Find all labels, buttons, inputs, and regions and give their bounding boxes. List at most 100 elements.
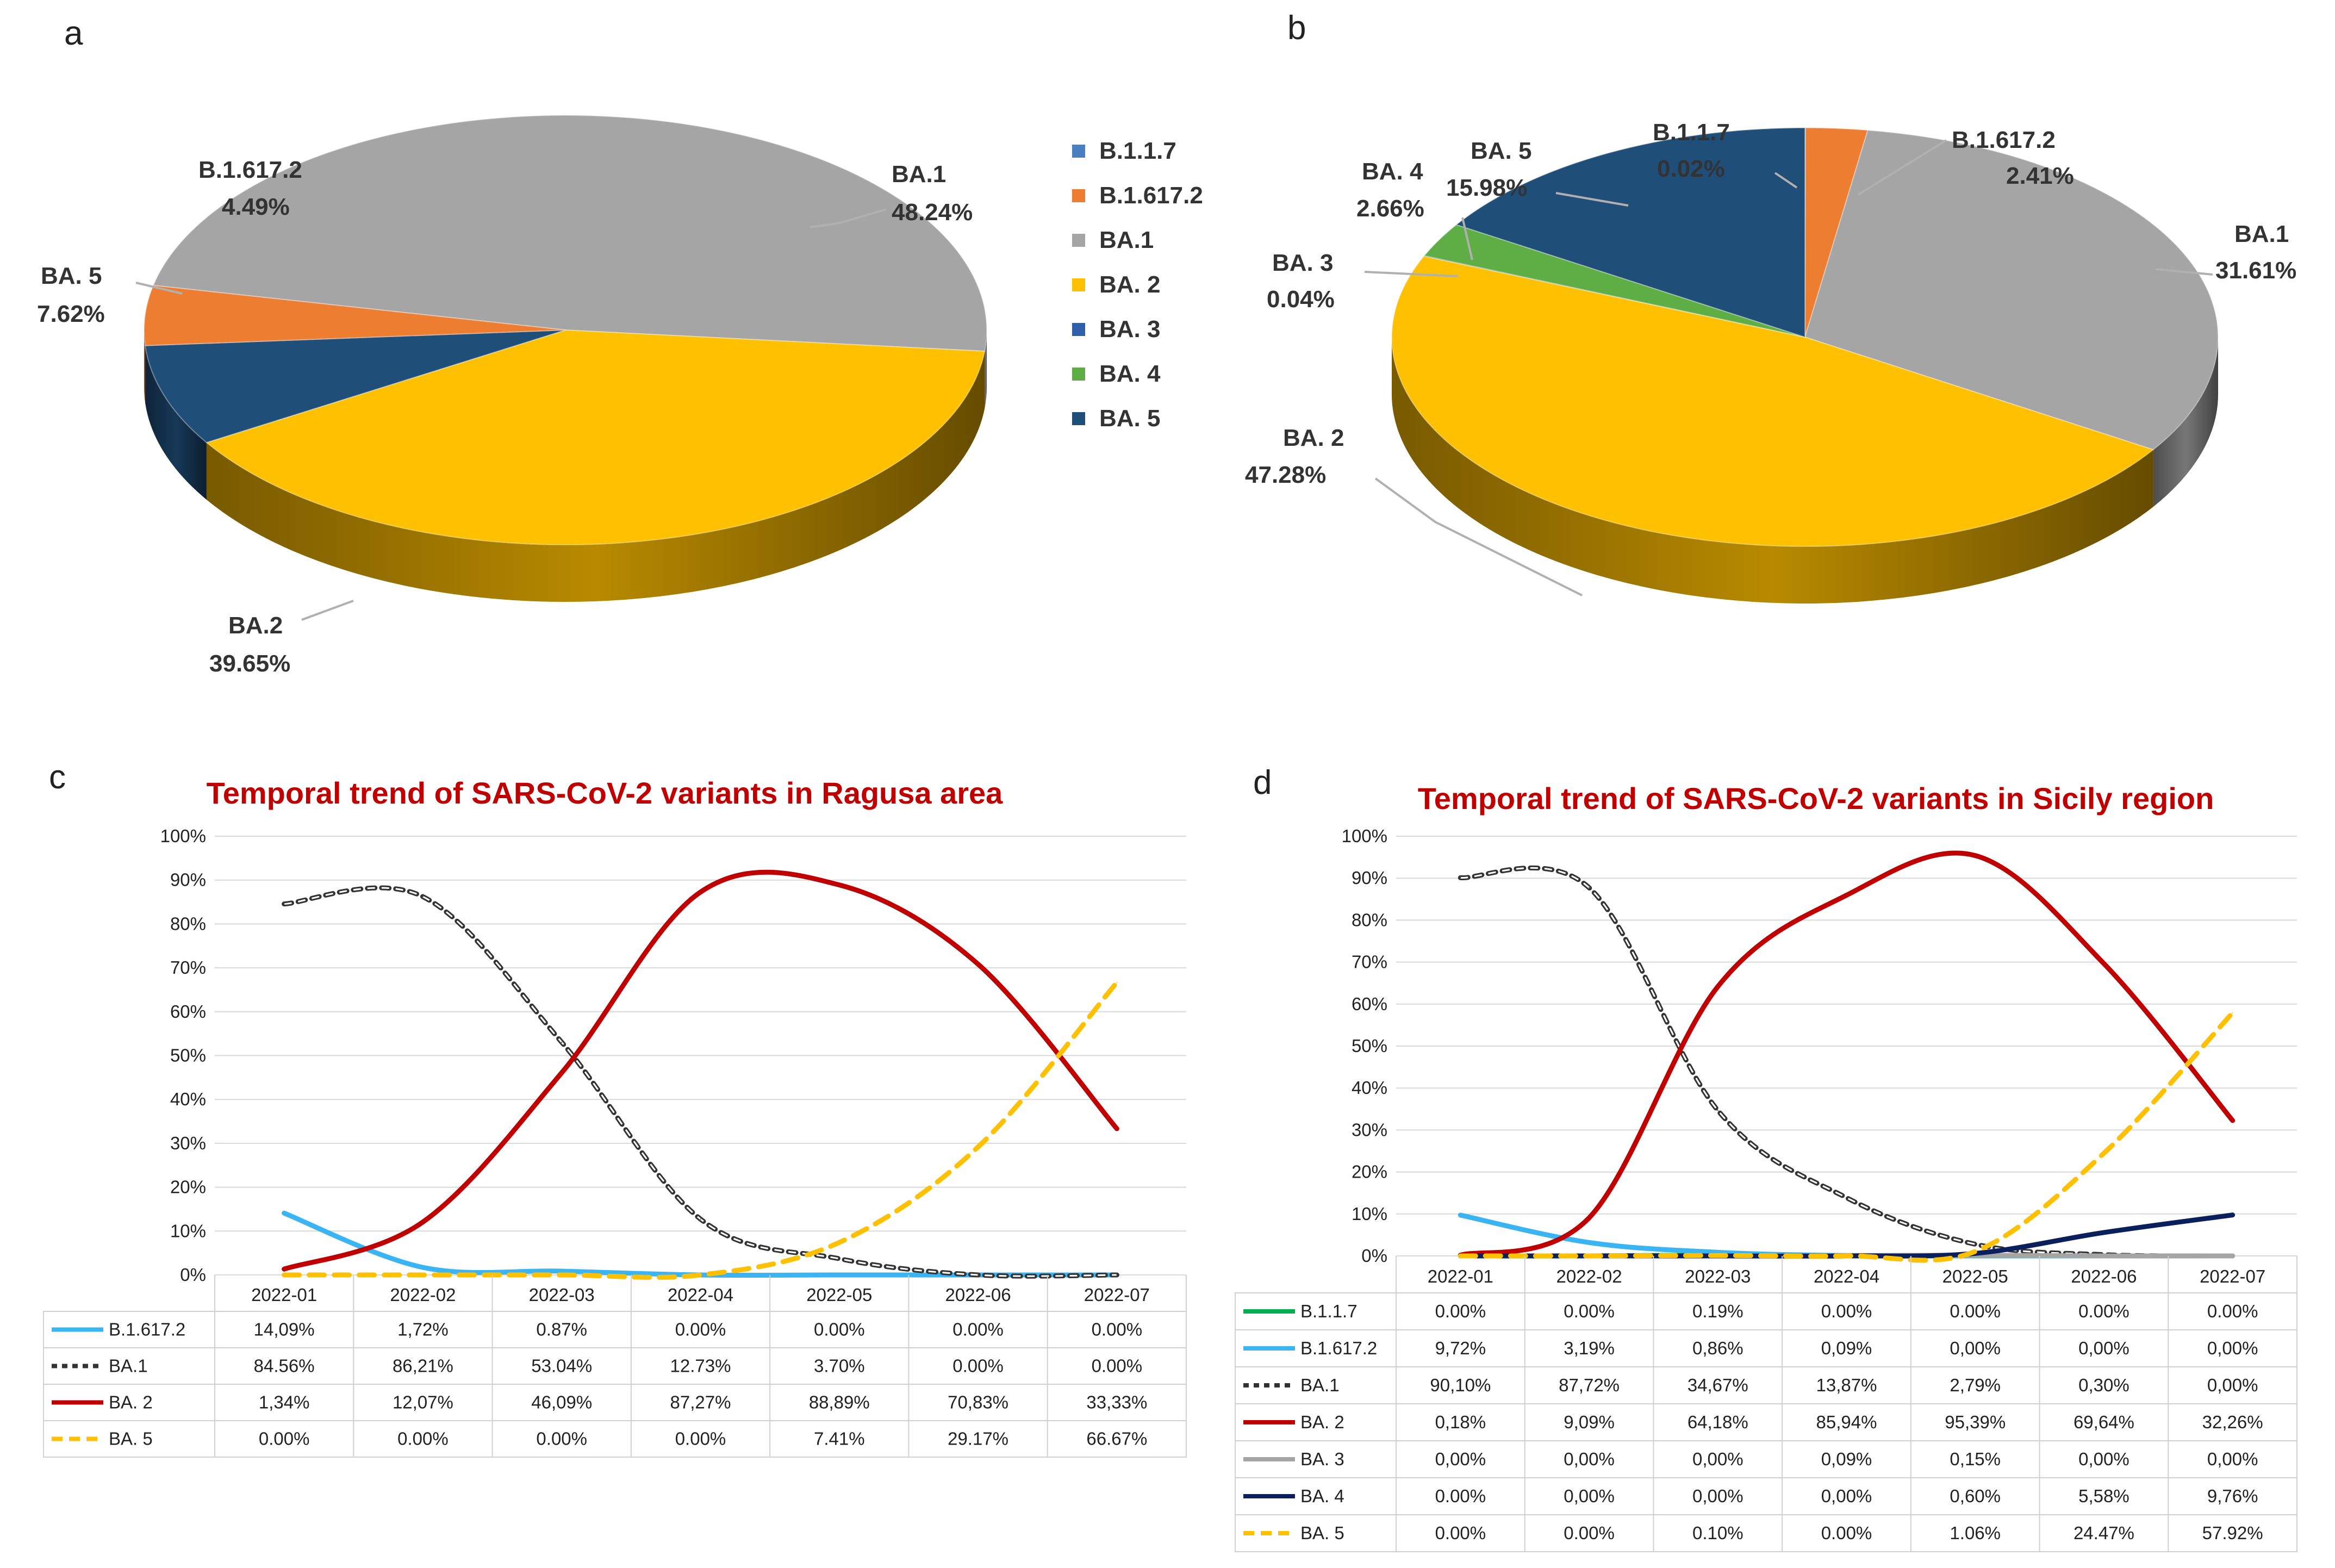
data-point-ba1 (1975, 1243, 1976, 1245)
data-label: 9,76% (2207, 1486, 2258, 1506)
series-line-ba1 (282, 885, 1119, 1279)
y-tick-label: 90% (1352, 868, 1387, 888)
data-label: 0.00% (675, 1429, 726, 1449)
data-point-ba2 (1975, 855, 1976, 856)
leader-line (1461, 217, 1473, 260)
pie-b-label-b117-name: B.1.1.7 (1653, 119, 1730, 146)
data-point-ba5 (1975, 1250, 1976, 1252)
pie-b-slice-b16172 (1804, 127, 1869, 338)
data-label: 9,72% (1435, 1338, 1486, 1358)
table-series-name: BA. 2 (1300, 1412, 1344, 1432)
data-label: 0.00% (2207, 1301, 2258, 1321)
leader-line (810, 208, 887, 228)
data-point-b16172 (1589, 1242, 1590, 1243)
y-tick-label: 100% (1342, 826, 1387, 846)
pie-chart-a (144, 114, 987, 602)
y-tick-label: 50% (170, 1046, 206, 1066)
pie-b-slice-ba1 (1804, 129, 2219, 451)
legend-label-b16172: B.1.617.2 (1099, 182, 1203, 209)
data-point-ba5 (977, 1146, 979, 1148)
data-label: 34,67% (1688, 1375, 1748, 1395)
pie-a-label-ba2-name: BA.2 (228, 612, 283, 639)
y-tick-label: 30% (1352, 1119, 1387, 1140)
data-label: 0.00% (1435, 1301, 1486, 1321)
data-point-ba1 (561, 1041, 563, 1043)
pie-chart-b (1391, 127, 2219, 604)
data-label: 0.00% (1564, 1301, 1615, 1321)
pie-b-slice-ba3 (1423, 255, 1805, 338)
data-point-ba5 (1460, 1255, 1461, 1256)
pie-a-label-ba1-name: BA.1 (892, 161, 946, 188)
chart-d-title: Temporal trend of SARS-CoV-2 variants in… (1418, 781, 2214, 816)
data-label: 0.00% (1435, 1523, 1486, 1543)
data-point-b16172 (422, 1267, 424, 1268)
data-label: 64,18% (1688, 1412, 1748, 1432)
data-label: 85,94% (1816, 1412, 1877, 1432)
data-point-ba2 (1116, 1128, 1118, 1130)
legend-swatch-ba3 (1072, 323, 1085, 336)
data-label: 1,72% (397, 1320, 449, 1340)
data-point-ba1 (838, 1258, 840, 1260)
data-label: 0,60% (1950, 1486, 2001, 1506)
y-tick-label: 70% (170, 957, 206, 978)
y-tick-label: 40% (170, 1089, 206, 1109)
y-tick-label: 20% (170, 1177, 206, 1197)
x-category-label: 2022-01 (251, 1285, 317, 1305)
pie-b-label-ba5-value: 15.98% (1446, 175, 1527, 201)
data-label: 32,26% (2202, 1412, 2263, 1432)
data-point-ba1 (700, 1218, 701, 1220)
pie-b-label-ba4-value: 2.66% (1356, 195, 1424, 222)
data-label: 53.04% (531, 1356, 592, 1376)
pie-a-side-shading (206, 351, 985, 602)
data-label: 0.00% (1821, 1523, 1872, 1543)
leader-line (1364, 271, 1459, 277)
data-label: 0.00% (1092, 1356, 1143, 1376)
table-series-name: B.1.1.7 (1300, 1301, 1358, 1321)
pie-b-side-shading (2153, 337, 2218, 507)
data-point-ba2 (700, 891, 701, 893)
leader-line (1555, 192, 1629, 207)
pie-a-label-ba5-name: BA. 5 (41, 263, 102, 289)
legend-swatch-b117 (1072, 145, 1085, 158)
series-line-ba2 (1458, 850, 2236, 1258)
y-tick-label: 100% (160, 826, 206, 846)
leader-line (1857, 139, 1947, 196)
pie-b-label-b16172-value: 2.41% (2006, 163, 2074, 189)
data-point-ba5 (1116, 981, 1118, 983)
table-series-name: BA. 5 (109, 1429, 153, 1449)
data-label: 0,30% (2078, 1375, 2129, 1395)
panel-letter-d: d (1253, 764, 1272, 801)
pie-b-label-ba1-value: 31.61% (2215, 257, 2296, 284)
table-series-name: BA. 5 (1300, 1523, 1344, 1543)
data-label: 29.17% (948, 1429, 1008, 1449)
data-point-ba3 (2232, 1255, 2233, 1256)
data-label: 2,79% (1950, 1375, 2001, 1395)
variant-legend: B.1.1.7 B.1.617.2 BA.1 BA. 2 BA. 3 BA. 4 BA. 5 (1072, 138, 1203, 432)
pie-a-labels: BA.1 48.24% BA.2 39.65% BA. 5 7.62% B.1.… (37, 157, 973, 677)
leader-line (2155, 268, 2213, 276)
data-label: 0.00% (397, 1429, 449, 1449)
data-point-ba1 (1589, 887, 1590, 888)
data-point-ba2 (2232, 1119, 2233, 1121)
series-line-ba5 (282, 980, 1119, 1280)
data-label: 33,33% (1086, 1392, 1147, 1413)
pie-a-slice-ba5 (144, 329, 566, 444)
pie-a-side-shading (985, 330, 987, 408)
pie-a-slice-ba1 (152, 114, 987, 352)
data-label: 0.00% (536, 1429, 587, 1449)
data-point-ba2 (422, 1221, 424, 1223)
data-label: 0,09% (1821, 1449, 1872, 1469)
data-label: 0.00% (675, 1320, 726, 1340)
data-label: 87,27% (670, 1392, 731, 1413)
series-line-ba5 (1458, 1010, 2236, 1263)
table-series-name: B.1.617.2 (109, 1320, 185, 1340)
x-category-label: 2022-02 (1556, 1266, 1622, 1286)
y-tick-label: 0% (180, 1265, 206, 1285)
data-point-ba2 (283, 1268, 285, 1270)
data-point-ba1 (1460, 877, 1461, 879)
data-label: 90,10% (1430, 1375, 1491, 1395)
y-tick-label: 60% (1352, 994, 1387, 1014)
series-line-ba4 (1458, 1212, 2236, 1259)
data-point-ba5 (1717, 1255, 1718, 1256)
data-point-ba5 (1846, 1255, 1847, 1256)
